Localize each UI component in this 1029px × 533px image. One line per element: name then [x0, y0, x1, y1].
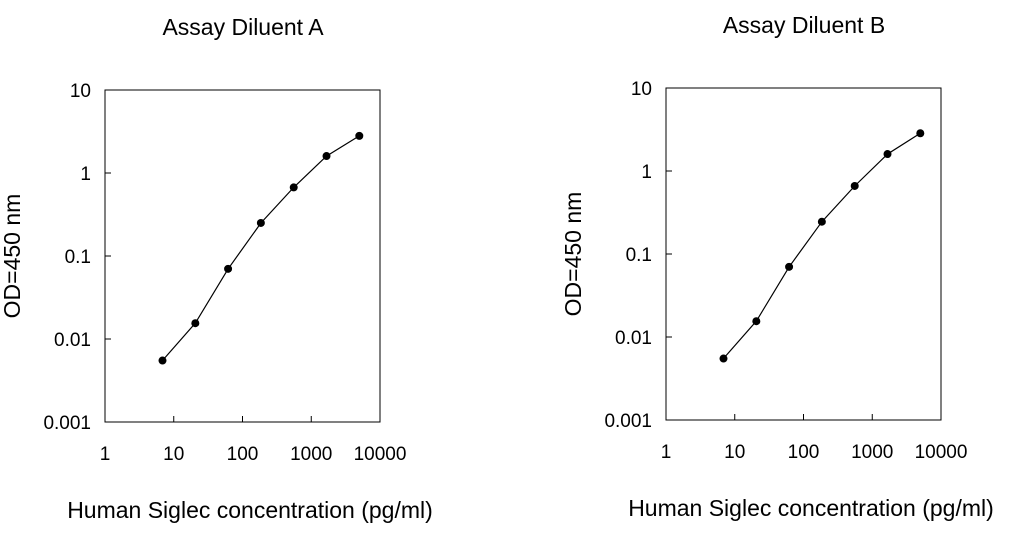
plot-area: [665, 87, 942, 421]
data-point: [785, 262, 794, 271]
y-tick-label: 10: [70, 81, 91, 102]
x-tick-label: 1000: [851, 442, 893, 463]
x-tick-label: 10000: [354, 444, 407, 465]
data-point: [289, 183, 298, 192]
series-line: [162, 135, 360, 361]
data-point: [916, 129, 925, 138]
x-tick-label: 10: [724, 442, 745, 463]
data-point: [158, 356, 167, 365]
chart-assay-diluent-a: Assay Diluent A 1 10 100 1000 10000 10 1 0.1 0.0…: [0, 0, 514, 533]
y-tick-label: 0.01: [615, 328, 652, 349]
data-point: [191, 319, 200, 328]
axis-ticks: 1 10 100 1000 10000 10 1 0.1 0.01 0.001: [604, 79, 967, 463]
data-point: [322, 152, 331, 161]
data-point: [850, 181, 859, 190]
y-axis-label: OD=450 nm: [560, 192, 586, 317]
chart-assay-diluent-b: Assay Diluent B 1 10 100 1000 10000 10 1 0.1 0.0…: [560, 0, 1029, 533]
axis-ticks: 1 10 100 1000 10000 10 1 0.1 0.01 0.001: [43, 81, 406, 465]
y-tick-label: 10: [631, 79, 652, 100]
data-points: [158, 131, 364, 365]
x-tick-label: 100: [227, 444, 259, 465]
y-tick-label: 0.001: [43, 413, 91, 434]
data-point: [752, 317, 761, 326]
x-tick-label: 1: [661, 442, 672, 463]
x-axis-label: Human Siglec concentration (pg/ml): [67, 497, 433, 523]
x-tick-label: 1: [100, 444, 111, 465]
x-tick-label: 10000: [915, 442, 968, 463]
y-tick-label: 1: [641, 162, 652, 183]
y-axis-label: OD=450 nm: [0, 194, 25, 319]
x-axis-label: Human Siglec concentration (pg/ml): [628, 495, 994, 521]
data-point: [817, 217, 826, 226]
data-point: [719, 354, 728, 363]
chart-b-svg: Assay Diluent B 1 10 100 1000 10000 10 1 0.1 0.0…: [560, 12, 994, 521]
y-tick-label: 0.1: [65, 247, 91, 268]
data-point: [355, 131, 364, 140]
y-tick-label: 0.1: [626, 245, 652, 266]
data-point: [224, 264, 233, 273]
chart-a-svg: Assay Diluent A 1 10 100 1000 10000 10 1 0.1 0.0…: [0, 14, 433, 523]
y-tick-label: 1: [80, 164, 91, 185]
x-tick-label: 100: [788, 442, 820, 463]
data-points: [719, 129, 925, 363]
x-tick-label: 1000: [290, 444, 332, 465]
y-tick-label: 0.01: [54, 330, 91, 351]
x-tick-label: 10: [163, 444, 184, 465]
chart-title: Assay Diluent A: [162, 14, 324, 40]
chart-title: Assay Diluent B: [723, 12, 885, 38]
series-line: [723, 132, 921, 359]
data-point: [883, 150, 892, 159]
y-tick-label: 0.001: [604, 411, 652, 432]
data-point: [256, 218, 265, 227]
plot-area: [104, 89, 381, 423]
